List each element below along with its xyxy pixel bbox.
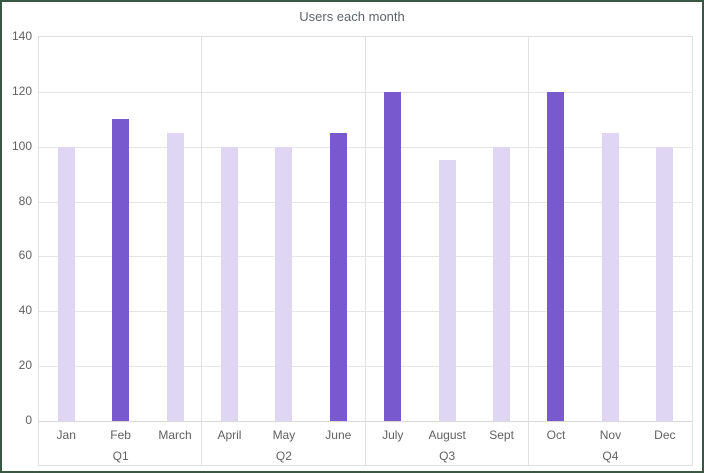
x-tick-label-nov: Nov — [599, 428, 622, 442]
bar-june — [329, 133, 347, 421]
x-tick-label-may: May — [272, 428, 296, 442]
quarter-label-q3: Q3 — [439, 449, 456, 463]
bar-may — [275, 146, 293, 421]
x-tick-label-june: June — [325, 428, 352, 442]
bar-nov — [601, 133, 619, 421]
x-tick-label-sept: Sept — [489, 428, 514, 442]
gridline-100 — [39, 146, 692, 148]
bar-august — [438, 160, 456, 421]
y-tick-label-80: 80 — [18, 193, 32, 208]
chart-title: Users each month — [299, 9, 405, 24]
y-tick-label-60: 60 — [18, 248, 32, 263]
plot-area: Jan Feb March April May June July August Sept Oct… — [38, 36, 693, 466]
x-tick-label-july: July — [382, 428, 404, 442]
y-tick-label-20: 20 — [18, 358, 32, 373]
bar-april — [220, 146, 238, 421]
quarter-separator — [201, 37, 203, 465]
quarter-label-q1: Q1 — [112, 449, 129, 463]
bar-jan — [57, 146, 75, 421]
x-tick-label-march: March — [158, 428, 192, 442]
bar-march — [166, 133, 184, 421]
quarter-label-q4: Q4 — [602, 449, 619, 463]
x-tick-label-jan: Jan — [56, 428, 76, 442]
x-tick-label-april: April — [217, 428, 242, 442]
bar-dec — [656, 146, 674, 421]
gridline-120 — [39, 91, 692, 93]
x-tick-label-oct: Oct — [546, 428, 566, 442]
bar-sept — [493, 146, 511, 421]
x-axis-months: Jan Feb March April May June July August Sept Oct… — [39, 422, 692, 448]
y-tick-label-40: 40 — [18, 303, 32, 318]
gridline-40 — [39, 311, 692, 313]
plot-gridline-region — [39, 37, 692, 422]
bar-oct — [547, 91, 565, 421]
gridline-80 — [39, 201, 692, 203]
gridline-20 — [39, 366, 692, 368]
y-tick-label-100: 100 — [11, 138, 32, 153]
x-tick-label-dec: Dec — [654, 428, 676, 442]
y-tick-label-140: 140 — [11, 29, 32, 43]
quarter-label-q2: Q2 — [275, 449, 292, 463]
x-tick-label-feb: Feb — [110, 428, 131, 442]
y-tick-label-0: 0 — [25, 413, 32, 427]
bar-feb — [112, 119, 130, 421]
x-tick-label-august: August — [428, 428, 466, 442]
quarter-separator — [364, 37, 366, 465]
gridline-60 — [39, 256, 692, 258]
quarter-separator — [527, 37, 529, 465]
x-axis-quarters: Q1 Q2 Q3 Q4 — [39, 446, 692, 466]
bar-july — [384, 91, 402, 421]
y-tick-label-120: 120 — [11, 83, 32, 98]
